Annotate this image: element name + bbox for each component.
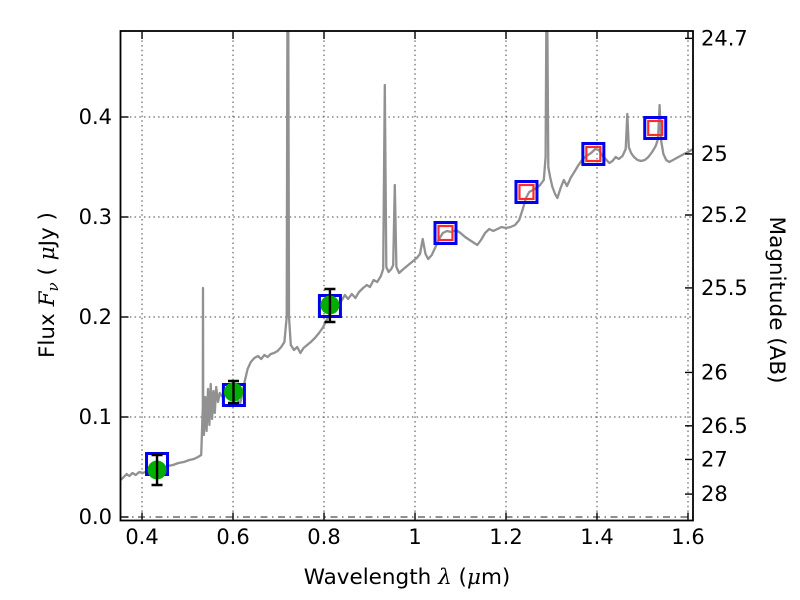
flux-tick-label: 0.0 [79, 505, 112, 529]
mag-tick-label: 25.2 [701, 203, 748, 227]
model-band-flux-square [514, 180, 539, 204]
model-band-flux-square [433, 221, 458, 245]
left-axis-label: Flux Fν ( μJy ) [35, 212, 62, 358]
model-band-flux-square [643, 116, 668, 140]
model-band-flux-square [581, 142, 606, 166]
x-tick-label: 0.4 [125, 525, 158, 549]
flux-tick-label: 0.1 [79, 405, 112, 429]
mag-tick-label: 24.7 [701, 26, 748, 50]
flux-tick-label: 0.2 [79, 305, 112, 329]
right-axis-label: Magnitude (AB) [764, 217, 789, 384]
photometry-markers [145, 116, 668, 487]
mag-tick-label: 26.5 [701, 414, 748, 438]
mag-tick-label: 26 [701, 360, 728, 384]
fitted-flux-square [518, 183, 535, 201]
fitted-flux-square [647, 119, 664, 137]
x-tick-label: 1.2 [489, 525, 522, 549]
flux-tick-label: 0.4 [79, 105, 112, 129]
tick-labels: 0.4 0.6 0.8 1 1.2 1.4 1.6 0.0 0.1 0.2 0.3 0.4 24.7 25… [79, 26, 748, 549]
x-tick-label: 1 [408, 525, 421, 549]
flux-tick-label: 0.3 [79, 205, 112, 229]
gridlines [120, 31, 693, 521]
mag-tick-label: 27 [701, 447, 728, 471]
x-tick-label: 1.6 [671, 525, 704, 549]
data-series [120, 31, 693, 481]
mag-tick-label: 25.5 [701, 276, 748, 300]
axes-spines-ticks [119, 30, 694, 522]
model-spectrum-line [120, 31, 693, 481]
x-axis-label: Wavelength λ (μm) [304, 565, 511, 590]
mag-tick-label: 25 [701, 142, 728, 166]
axis-labels: Magnitude (AB) Flux Fν ( μJy ) Wavelength… [35, 212, 789, 590]
error-bar [227, 379, 239, 405]
x-tick-label: 0.8 [307, 525, 340, 549]
fitted-flux-square [437, 224, 454, 242]
x-tick-label: 0.6 [216, 525, 249, 549]
mag-tick-label: 28 [701, 482, 728, 506]
x-tick-label: 1.4 [580, 525, 613, 549]
plot-border [119, 30, 694, 522]
error-bar [324, 287, 336, 324]
fitted-flux-square [585, 145, 602, 163]
error-bar [151, 453, 163, 487]
subscript: ν [44, 282, 62, 291]
